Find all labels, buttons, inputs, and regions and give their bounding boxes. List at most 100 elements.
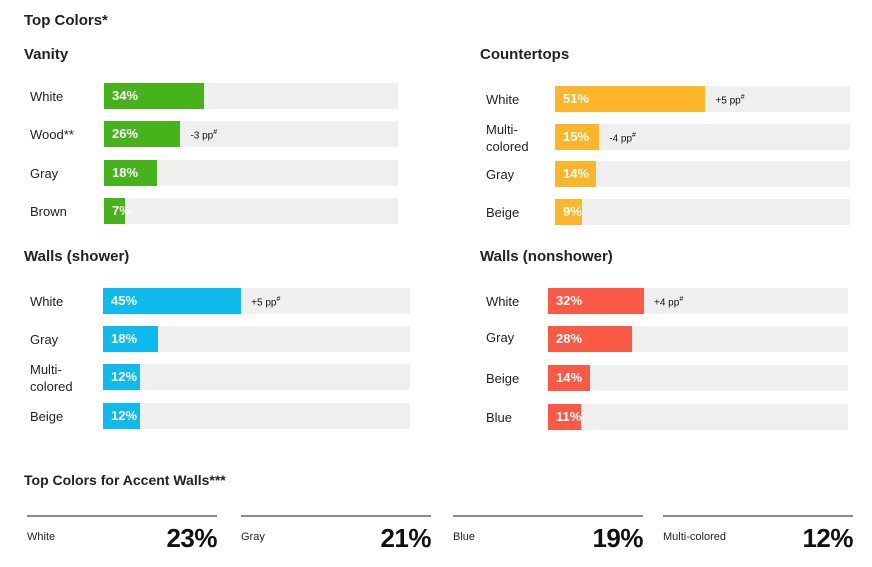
bar-value-label: 18% bbox=[112, 165, 139, 180]
bar-category-label: White bbox=[486, 92, 520, 107]
bar-value-label: 51% bbox=[563, 91, 590, 106]
bar-row: White 51% +5 pp# bbox=[480, 86, 850, 112]
bar-value-label: 12% bbox=[111, 408, 138, 423]
bar-fill bbox=[104, 160, 157, 186]
footnote-mark: # bbox=[276, 296, 281, 303]
bar-fill bbox=[103, 364, 140, 390]
bar-track: 26% -3 pp# bbox=[104, 121, 398, 147]
bar-category-label: Brown bbox=[30, 204, 67, 219]
accent-color-name: Multi-colored bbox=[663, 531, 726, 543]
bar-change-annotation: +5 pp# bbox=[251, 296, 281, 309]
bar-track: 12% bbox=[103, 403, 410, 429]
accent-stat-card: Blue 19% bbox=[453, 515, 643, 560]
bar-row: Beige 14% bbox=[480, 365, 848, 391]
bar-category-label: Wood** bbox=[30, 127, 74, 142]
bar-row: Gray 28% bbox=[480, 326, 848, 352]
accent-color-name: Blue bbox=[453, 531, 476, 543]
bar-row: Multi-colored 12% bbox=[24, 362, 410, 394]
bar-category-label: Gray bbox=[486, 167, 515, 182]
panel-title: Walls (shower) bbox=[24, 248, 130, 265]
bar-value-label: 7% bbox=[112, 203, 131, 218]
bar-fill bbox=[548, 326, 632, 352]
bar-value-label: 26% bbox=[112, 126, 139, 141]
bar-row: Wood** 26% -3 pp# bbox=[24, 121, 398, 147]
bar-track: 32% +4 pp# bbox=[548, 288, 848, 314]
bar-track: 34% bbox=[104, 83, 398, 109]
main-title: Top Colors* bbox=[24, 12, 108, 29]
bar-fill bbox=[555, 161, 597, 187]
bar-value-label: 14% bbox=[563, 166, 590, 181]
bar-track: 28% bbox=[548, 326, 848, 352]
accent-walls-title: Top Colors for Accent Walls*** bbox=[24, 472, 226, 488]
bar-value-label: 34% bbox=[112, 88, 139, 103]
bar-track: 18% bbox=[103, 326, 410, 352]
panel-countertops: Countertops White 51% +5 pp# Multi-colored 15… bbox=[480, 46, 850, 236]
bar-change-annotation: -4 pp# bbox=[609, 132, 636, 145]
bar-track: 15% -4 pp# bbox=[555, 124, 850, 150]
bar-track: 51% +5 pp# bbox=[555, 86, 850, 112]
accent-color-name: Gray bbox=[241, 531, 265, 543]
accent-color-value: 21% bbox=[380, 523, 431, 553]
bar-value-label: 32% bbox=[556, 293, 583, 308]
bar-fill bbox=[555, 124, 600, 150]
bar-category-label: Multi-colored bbox=[30, 362, 73, 394]
bar-track: 14% bbox=[548, 365, 848, 391]
bar-change-annotation: -3 pp# bbox=[190, 129, 218, 142]
bar-fill bbox=[103, 403, 140, 429]
bar-category-label: White bbox=[486, 294, 520, 309]
bar-row: Beige 9% bbox=[480, 199, 850, 225]
panel-vanity: Vanity White 34% Wood** 26% -3 pp# Gray 18% Brow… bbox=[24, 46, 398, 236]
accent-color-name: White bbox=[27, 531, 56, 543]
bar-track: 18% bbox=[104, 160, 398, 186]
bar-fill bbox=[103, 326, 159, 352]
bar-category-label: Gray bbox=[30, 332, 59, 347]
bar-change-annotation: +5 pp# bbox=[715, 94, 745, 107]
bar-fill bbox=[104, 83, 204, 109]
bar-category-label: Blue bbox=[486, 410, 513, 425]
bar-row: Gray 14% bbox=[480, 161, 850, 187]
footnote-mark: # bbox=[213, 129, 218, 136]
bar-category-label: Beige bbox=[486, 371, 520, 386]
bar-fill bbox=[103, 288, 242, 314]
accent-stat-card: White 23% bbox=[27, 515, 217, 560]
bar-category-label: Beige bbox=[30, 409, 64, 424]
bar-row: White 32% +4 pp# bbox=[480, 288, 848, 314]
accent-color-value: 12% bbox=[802, 523, 853, 553]
panel-walls-nonshower: Walls (nonshower) White 32% +4 pp# Gray 28% Be… bbox=[480, 248, 848, 438]
divider bbox=[453, 515, 643, 517]
bar-value-label: 28% bbox=[556, 331, 583, 346]
panel-title: Vanity bbox=[24, 46, 69, 63]
bar-fill bbox=[548, 365, 590, 391]
bar-fill bbox=[104, 198, 125, 224]
bar-row: Gray 18% bbox=[24, 326, 410, 352]
panel-title: Walls (nonshower) bbox=[480, 248, 613, 265]
accent-color-value: 19% bbox=[592, 523, 643, 553]
bar-track: 7% bbox=[104, 198, 398, 224]
panel-title: Countertops bbox=[480, 46, 570, 63]
bar-category-label: White bbox=[30, 294, 64, 309]
bar-value-label: 18% bbox=[111, 331, 138, 346]
divider bbox=[663, 515, 853, 517]
bar-row: Brown 7% bbox=[24, 198, 398, 224]
bar-fill bbox=[548, 288, 644, 314]
footnote-mark: # bbox=[679, 296, 684, 303]
bar-track: 9% bbox=[555, 199, 850, 225]
bar-value-label: 9% bbox=[563, 204, 582, 219]
bar-category-label: White bbox=[30, 89, 64, 104]
bar-row: White 45% +5 pp# bbox=[24, 288, 410, 314]
bar-track: 14% bbox=[555, 161, 850, 187]
bar-value-label: 15% bbox=[563, 129, 590, 144]
bar-row: Multi-colored 15% -4 pp# bbox=[480, 122, 850, 154]
bar-fill bbox=[555, 199, 582, 225]
accent-color-value: 23% bbox=[166, 523, 217, 553]
bar-category-label: Gray bbox=[30, 166, 59, 181]
bar-row: Beige 12% bbox=[24, 403, 410, 429]
bar-track: 45% +5 pp# bbox=[103, 288, 410, 314]
bar-change-annotation: +4 pp# bbox=[654, 296, 684, 309]
bar-value-label: 45% bbox=[111, 293, 138, 308]
accent-stat-card: Gray 21% bbox=[241, 515, 431, 560]
bar-value-label: 11% bbox=[556, 409, 582, 424]
bar-category-label: Gray bbox=[486, 330, 515, 345]
accent-stat-card: Multi-colored 12% bbox=[663, 515, 853, 560]
bar-value-label: 12% bbox=[111, 369, 138, 384]
